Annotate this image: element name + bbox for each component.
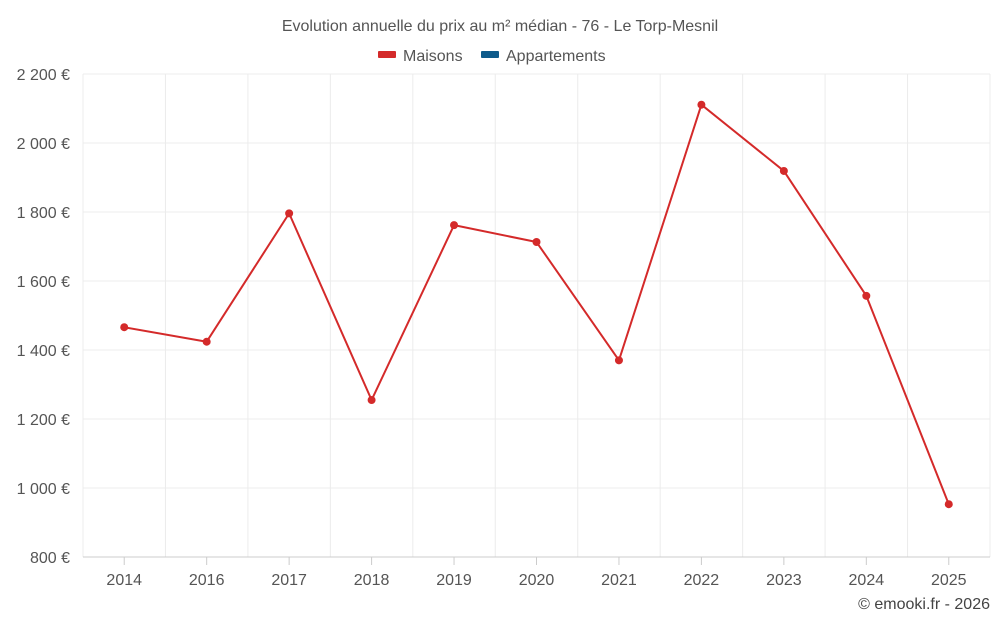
x-axis: 2014 2016 2017 2018 2019 2020 2021 2022 2023 2024…	[83, 556, 990, 589]
y-tick-label: 1 600 €	[17, 274, 70, 291]
x-tick-label: 2025	[931, 572, 967, 589]
x-tick-label: 2016	[189, 572, 225, 589]
legend-item-appartements[interactable]: Appartements	[481, 48, 606, 65]
y-axis: 800 € 1 000 € 1 200 € 1 400 € 1 600 € 1 800 €…	[17, 67, 70, 567]
series-maisons	[120, 100, 953, 509]
data-point-maisons-2019[interactable]	[450, 221, 459, 230]
data-point-maisons-2024[interactable]	[862, 291, 871, 300]
data-point-maisons-2023[interactable]	[779, 166, 788, 175]
legend-label-maisons: Maisons	[403, 48, 463, 65]
y-tick-label: 2 200 €	[17, 67, 70, 84]
data-point-maisons-2021[interactable]	[614, 356, 623, 365]
data-point-maisons-2014[interactable]	[120, 323, 129, 332]
data-point-maisons-2020[interactable]	[532, 238, 541, 247]
legend-label-appartements: Appartements	[506, 48, 606, 65]
data-point-maisons-2016[interactable]	[202, 337, 211, 346]
x-tick-label: 2023	[766, 572, 802, 589]
data-point-maisons-2025[interactable]	[944, 500, 953, 509]
legend-item-maisons[interactable]: Maisons	[378, 48, 463, 65]
legend-swatch-maisons	[378, 51, 396, 58]
y-tick-label: 1 000 €	[17, 481, 70, 498]
x-tick-label: 2018	[354, 572, 390, 589]
y-tick-label: 1 200 €	[17, 412, 70, 429]
data-point-maisons-2017[interactable]	[285, 209, 294, 218]
y-tick-label: 1 800 €	[17, 205, 70, 222]
chart-title: Evolution annuelle du prix au m² médian …	[282, 18, 718, 35]
x-tick-label: 2022	[684, 572, 720, 589]
y-tick-label: 2 000 €	[17, 136, 70, 153]
y-tick-label: 800 €	[30, 550, 70, 567]
gridlines	[82, 73, 991, 557]
x-tick-label: 2021	[601, 572, 637, 589]
data-point-maisons-2018[interactable]	[367, 396, 376, 405]
x-tick-label: 2019	[436, 572, 472, 589]
x-tick-label: 2017	[271, 572, 307, 589]
x-tick-label: 2014	[106, 572, 142, 589]
x-tick-label: 2020	[519, 572, 555, 589]
y-tick-label: 1 400 €	[17, 343, 70, 360]
legend: Maisons Appartements	[378, 48, 606, 65]
data-point-maisons-2022[interactable]	[697, 100, 706, 109]
x-tick-label: 2024	[849, 572, 885, 589]
credit-text: © emooki.fr - 2026	[858, 596, 990, 613]
legend-swatch-appartements	[481, 51, 499, 58]
